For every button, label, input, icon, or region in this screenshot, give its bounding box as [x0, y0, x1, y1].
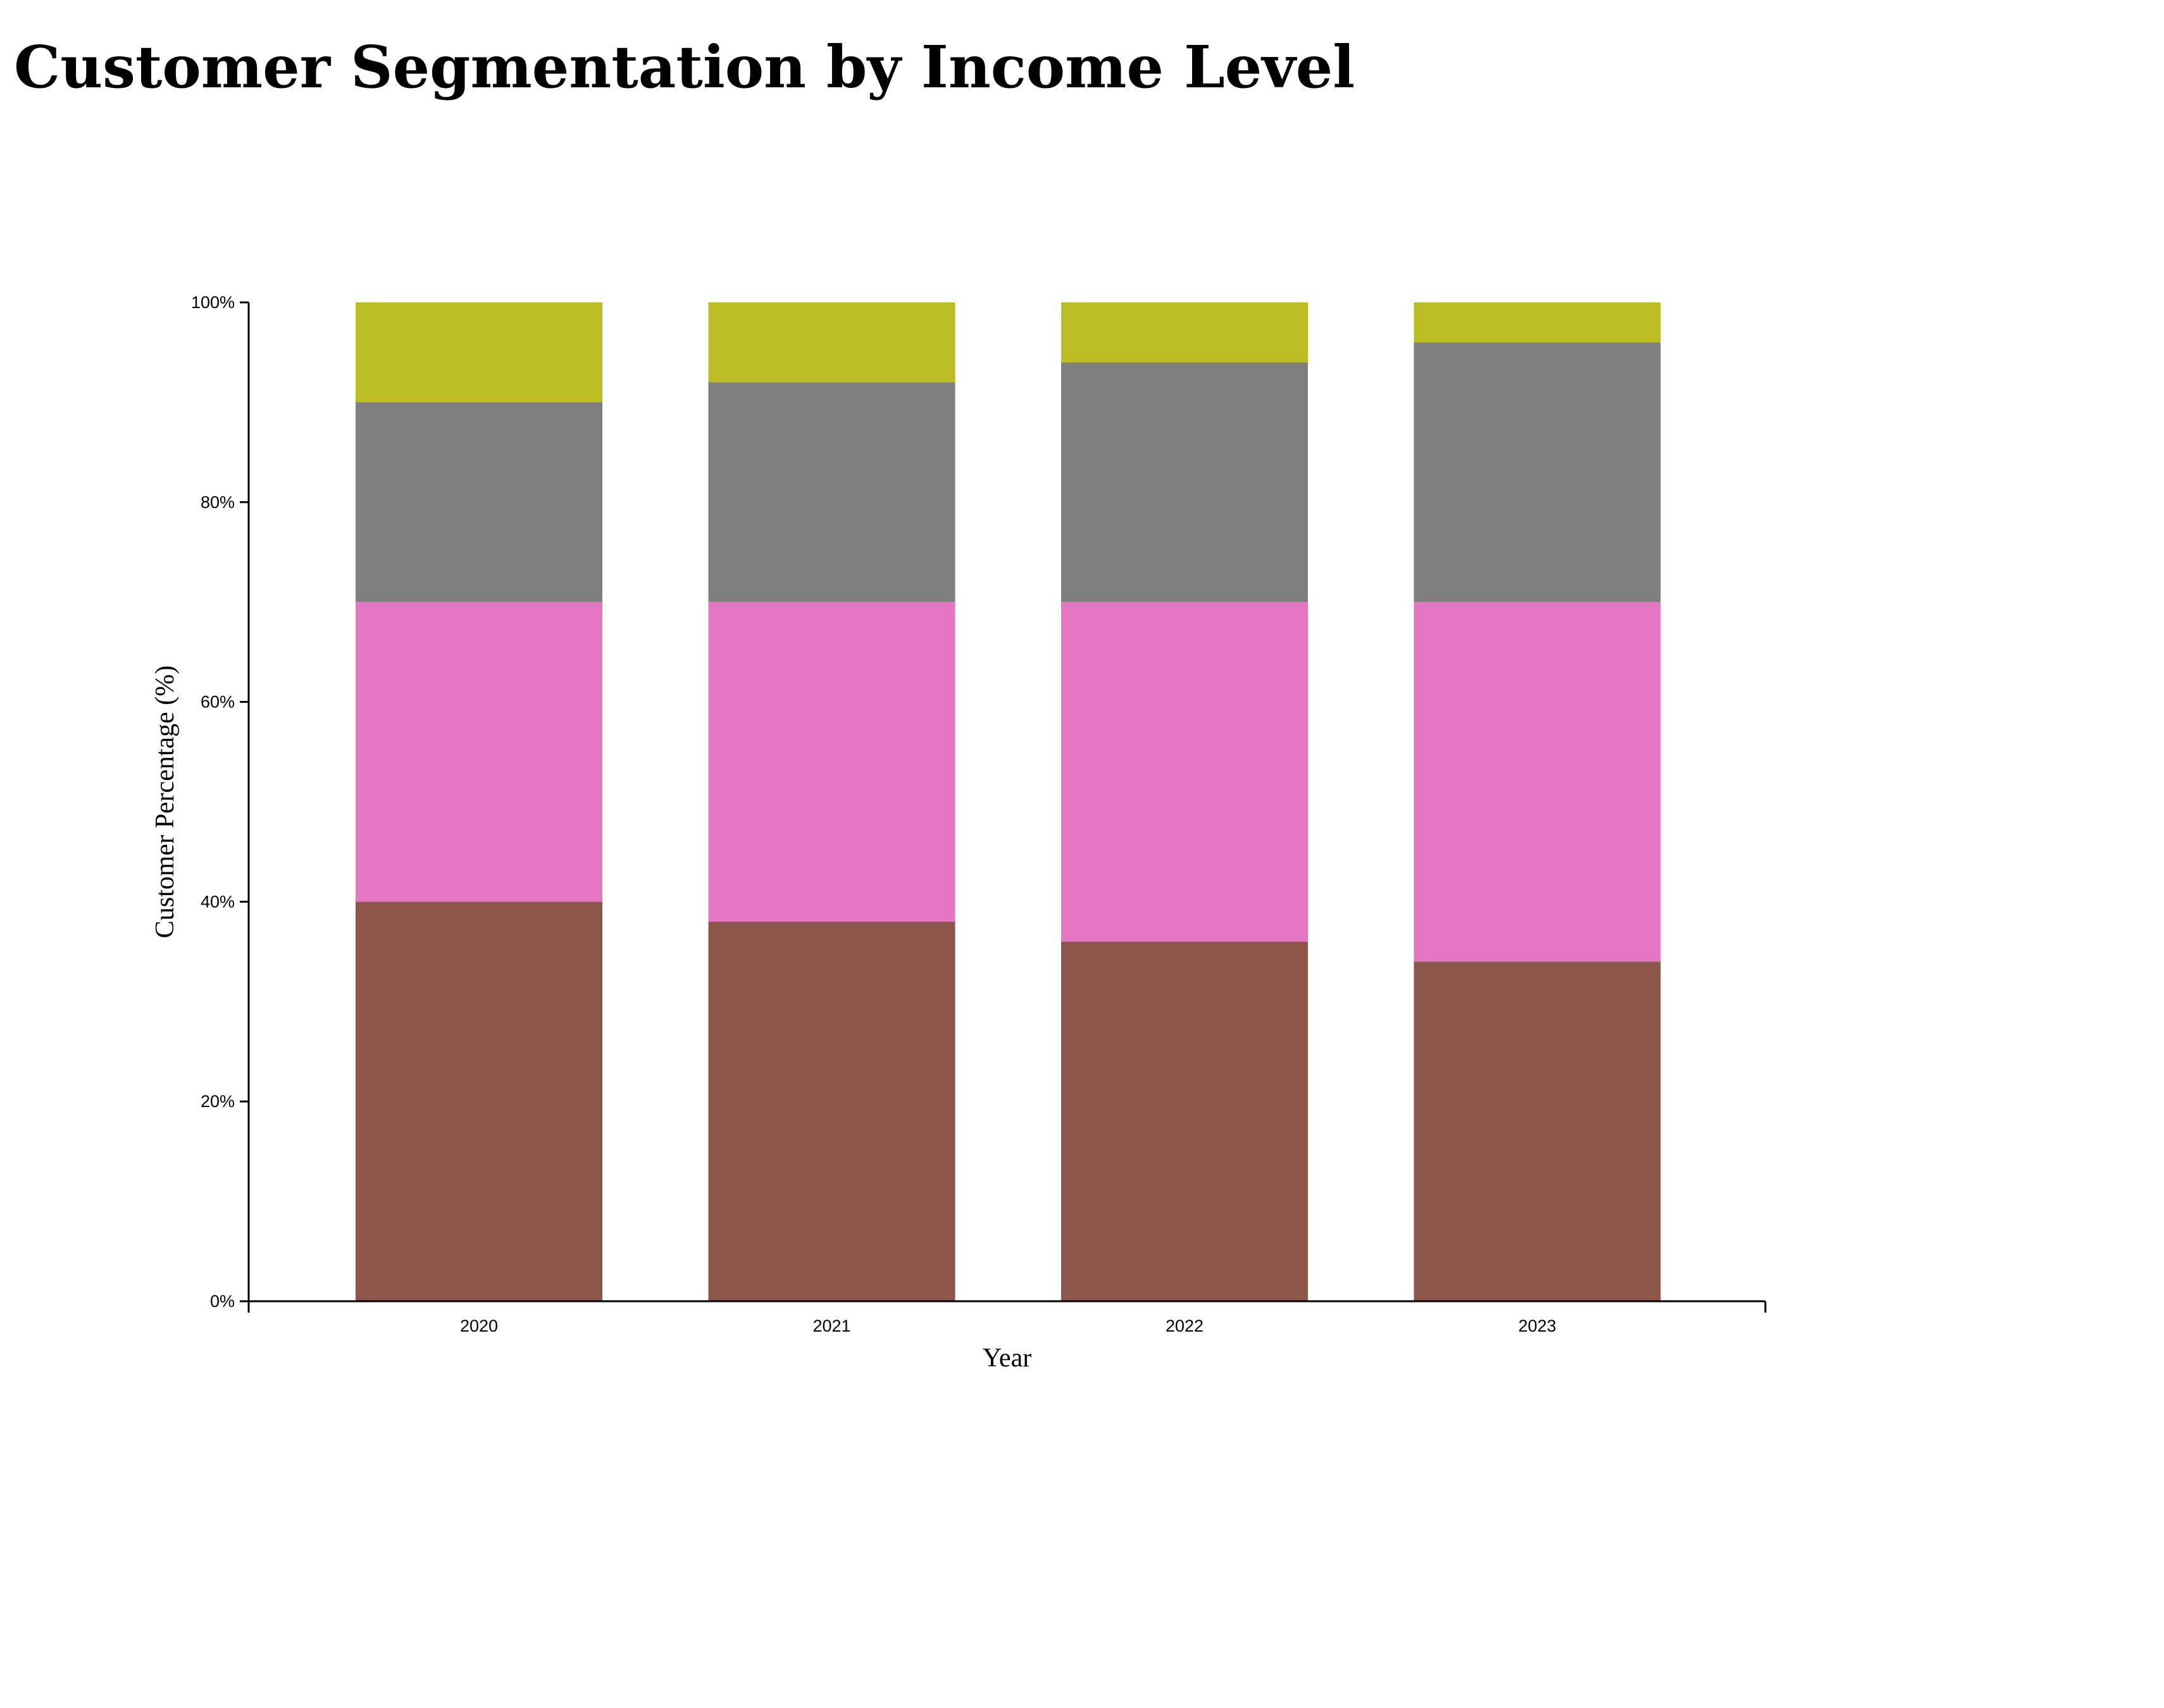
bar-segment-2022-s1 [1061, 941, 1308, 1301]
bar-segment-2021-s3 [708, 382, 955, 602]
axes-layer: 0% 20% 40% 60% 80% 100% 2020 2021 2022 2023 [191, 293, 1767, 1335]
bar-segment-2021-s2 [708, 602, 955, 922]
x-tick-label-2020: 2020 [460, 1316, 498, 1335]
y-tick-label: 0% [210, 1292, 235, 1311]
bar-segment-2020-s3 [356, 402, 602, 602]
bar-segment-2022-s3 [1061, 362, 1308, 602]
y-tick-label: 100% [191, 293, 235, 312]
bar-segment-2023-s3 [1414, 342, 1661, 602]
bar-segment-2020-s2 [356, 602, 602, 902]
y-tick-label: 20% [201, 1092, 235, 1111]
bar-segment-2022-s4 [1061, 302, 1308, 362]
x-axis-ticks: 2020 2021 2022 2023 [247, 1301, 1767, 1335]
y-axis-title: Customer Percentage (%) [151, 665, 180, 939]
chart-title: Customer Segmentation by Income Level [14, 33, 1355, 101]
y-tick-label: 60% [201, 693, 235, 712]
x-tick-label-2022: 2022 [1166, 1316, 1203, 1335]
bar-segment-2021-s1 [708, 921, 955, 1301]
bar-segment-2021-s4 [708, 302, 955, 383]
y-tick-label: 40% [201, 892, 235, 911]
bar-segment-2020-s4 [356, 302, 602, 402]
bar-segment-2020-s1 [356, 901, 602, 1301]
bars-layer [356, 302, 1661, 1301]
bar-segment-2023-s1 [1414, 962, 1661, 1301]
y-axis-ticks: 0% 20% 40% 60% 80% 100% [191, 293, 249, 1311]
x-axis-title: Year [983, 1344, 1031, 1373]
x-tick-label-2023: 2023 [1518, 1316, 1556, 1335]
x-tick-label-2021: 2021 [812, 1316, 850, 1335]
bar-segment-2023-s4 [1414, 302, 1661, 343]
y-tick-label: 80% [201, 493, 235, 512]
bar-segment-2022-s2 [1061, 602, 1308, 942]
bar-segment-2023-s2 [1414, 602, 1661, 962]
